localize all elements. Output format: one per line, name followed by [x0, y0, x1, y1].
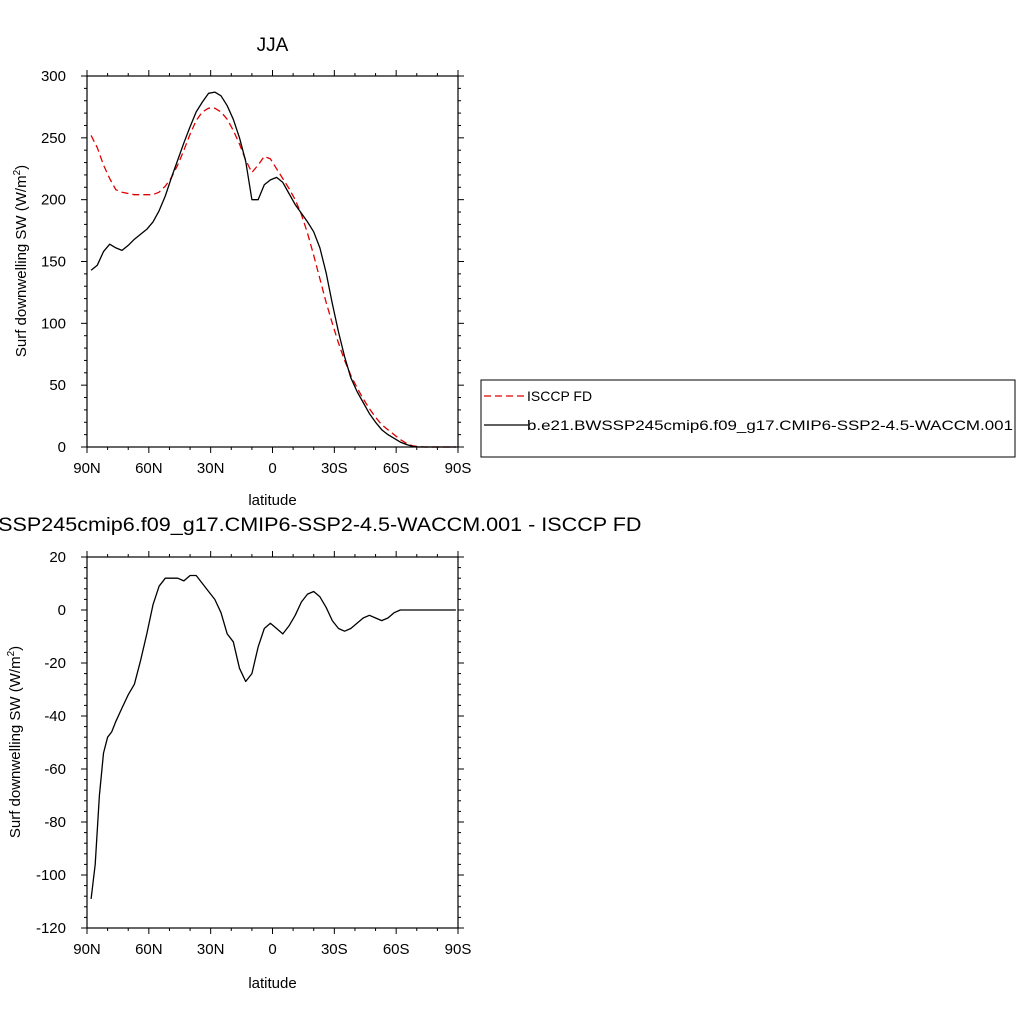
legend-box — [480, 379, 1016, 458]
bottom-chart-panel: b.e21.BWSSP245cmip6.f09_g17.CMIP6-SSP2-4… — [0, 515, 642, 992]
top-chart-frame — [86, 75, 459, 448]
top-chart-x-tick-label: 60S — [383, 460, 410, 477]
bottom-chart-ticks — [81, 551, 464, 934]
bottom-chart-x-tick-label: 60N — [135, 941, 163, 958]
top-chart-y-axis-label: Surf downwelling SW (W/m2) — [12, 165, 30, 357]
bottom-chart-y-tick-labels: -120 -100 -80 -60 -40 -20 0 20 — [36, 549, 66, 937]
bottom-chart-y-tick-label: -80 — [44, 814, 66, 831]
bottom-chart-y-axis-label-sup: 2 — [6, 650, 17, 656]
legend-label-isccp: ISCCP FD — [527, 388, 592, 404]
top-chart-panel: JJA 90N 60N 30N 0 30S 60S 90S 0 50 100 150 200 250 3… — [12, 35, 1016, 509]
top-chart-y-axis-label-end: ) — [13, 165, 30, 170]
top-chart-x-tick-label: 90S — [445, 460, 472, 477]
top-chart-title: JJA — [257, 35, 289, 56]
top-chart-x-tick-label: 0 — [268, 460, 276, 477]
top-chart-series-line-isccp — [90, 107, 456, 448]
top-chart-series-line-model — [90, 91, 456, 448]
bottom-chart-y-tick-label: 20 — [49, 549, 66, 566]
bottom-chart-x-axis-label: latitude — [248, 975, 296, 992]
top-chart-y-tick-label: 0 — [58, 439, 66, 456]
top-chart-y-axis-label-sup: 2 — [12, 169, 23, 175]
top-chart-x-tick-label: 30S — [321, 460, 348, 477]
bottom-chart-y-tick-label: -120 — [36, 920, 66, 937]
bottom-chart-x-tick-label: 60S — [383, 941, 410, 958]
bottom-chart-y-tick-label: -60 — [44, 761, 66, 778]
bottom-chart-y-tick-label: -100 — [36, 867, 66, 884]
bottom-chart-x-tick-label: 30S — [321, 941, 348, 958]
bottom-chart-y-tick-label: -20 — [44, 655, 66, 672]
top-chart-y-axis-label-main: Surf downwelling SW (W/m — [13, 175, 30, 357]
bottom-chart-y-axis-label-end: ) — [7, 646, 24, 651]
bottom-chart-y-tick-label: -40 — [44, 708, 66, 725]
bottom-chart-y-tick-label: 0 — [58, 602, 66, 619]
top-chart-y-tick-label: 100 — [41, 315, 66, 332]
bottom-chart-y-axis-label: Surf downwelling SW (W/m2) — [6, 646, 24, 838]
legend-label-model: b.e21.BWSSP245cmip6.f09_g17.CMIP6-SSP2-4… — [527, 417, 1013, 433]
top-chart-y-tick-label: 50 — [49, 377, 66, 394]
bottom-chart-x-tick-label: 90N — [73, 941, 101, 958]
bottom-chart-x-tick-labels: 90N 60N 30N 0 30S 60S 90S — [73, 941, 471, 958]
top-chart-y-tick-label: 250 — [41, 130, 66, 147]
top-chart-x-tick-labels: 90N 60N 30N 0 30S 60S 90S — [73, 460, 471, 477]
bottom-chart-x-tick-label: 30N — [197, 941, 225, 958]
bottom-chart-x-tick-label: 90S — [445, 941, 472, 958]
bottom-chart-series — [90, 574, 456, 899]
top-chart-y-tick-label: 200 — [41, 192, 66, 209]
top-chart-y-tick-label: 300 — [41, 68, 66, 85]
bottom-chart-series-line-model — [90, 574, 456, 899]
top-chart-legend: ISCCP FD b.e21.BWSSP245cmip6.f09_g17.CMI… — [480, 379, 1016, 458]
bottom-chart-x-tick-label: 0 — [268, 941, 276, 958]
top-chart-ticks — [81, 70, 464, 453]
top-chart-x-tick-label: 30N — [197, 460, 225, 477]
top-chart-y-tick-labels: 0 50 100 150 200 250 300 — [41, 68, 66, 456]
top-chart-x-tick-label: 60N — [135, 460, 163, 477]
top-chart-x-tick-label: 90N — [73, 460, 101, 477]
top-chart-y-tick-label: 150 — [41, 254, 66, 271]
top-chart-x-axis-label: latitude — [248, 492, 296, 509]
bottom-chart-y-axis-label-main: Surf downwelling SW (W/m — [7, 656, 24, 838]
bottom-chart-frame — [86, 556, 459, 929]
top-chart-series — [90, 91, 456, 448]
bottom-chart-title: b.e21.BWSSP245cmip6.f09_g17.CMIP6-SSP2-4… — [0, 515, 642, 536]
